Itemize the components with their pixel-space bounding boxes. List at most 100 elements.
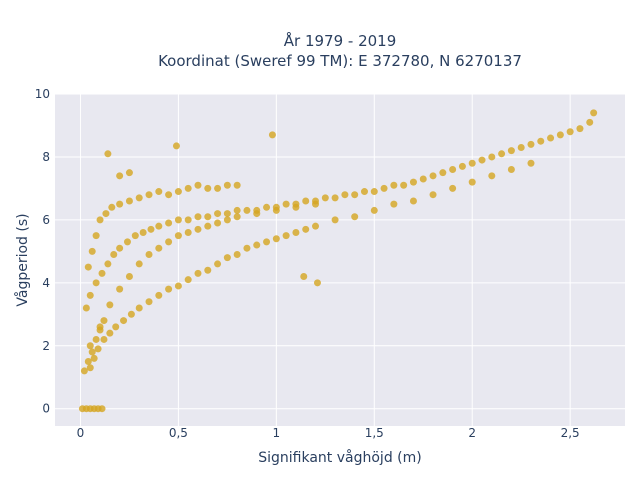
data-point <box>390 181 398 189</box>
data-point <box>112 323 120 331</box>
data-point <box>116 285 124 293</box>
data-point <box>174 232 182 240</box>
data-point <box>507 147 515 155</box>
data-point <box>82 304 90 312</box>
data-point <box>88 348 96 356</box>
data-point <box>233 206 241 214</box>
y-tick-label: 4 <box>42 276 50 290</box>
data-point <box>184 276 192 284</box>
data-point <box>165 238 173 246</box>
data-point <box>233 213 241 221</box>
data-point <box>409 197 417 205</box>
data-point <box>351 191 359 199</box>
data-point <box>145 191 153 199</box>
data-point <box>547 134 555 142</box>
data-point <box>263 238 271 246</box>
data-points <box>78 109 598 413</box>
data-point <box>586 118 594 126</box>
data-point <box>194 269 202 277</box>
data-point <box>439 169 447 177</box>
data-point <box>84 357 92 365</box>
x-tick-label: 1,5 <box>365 426 384 440</box>
data-point <box>282 232 290 240</box>
data-point <box>468 159 476 167</box>
data-point <box>488 172 496 180</box>
data-point <box>98 405 106 413</box>
data-point <box>204 266 212 274</box>
data-point <box>84 263 92 271</box>
data-point <box>145 298 153 306</box>
x-tick-label: 1 <box>273 426 281 440</box>
data-point <box>253 241 261 249</box>
data-point <box>110 250 118 258</box>
data-point <box>174 282 182 290</box>
data-point <box>390 200 398 208</box>
data-point <box>165 191 173 199</box>
data-point <box>96 323 104 331</box>
data-point <box>184 228 192 236</box>
x-axis-title: Signifikant våghöjd (m) <box>258 449 421 466</box>
data-point <box>96 216 104 224</box>
data-point <box>147 225 155 233</box>
data-point <box>527 159 535 167</box>
data-point <box>351 213 359 221</box>
data-point <box>517 143 525 151</box>
data-point <box>313 279 321 287</box>
data-point <box>341 191 349 199</box>
data-point <box>429 172 437 180</box>
data-point <box>80 367 88 375</box>
data-point <box>302 225 310 233</box>
y-axis-ticks: 0 2 4 6 8 10 <box>35 87 50 416</box>
data-point <box>100 317 108 325</box>
data-point <box>380 184 388 192</box>
data-point <box>302 197 310 205</box>
data-point <box>106 329 114 337</box>
data-point <box>233 250 241 258</box>
data-point <box>92 232 100 240</box>
y-tick-label: 2 <box>42 339 50 353</box>
y-tick-label: 10 <box>35 87 50 101</box>
data-point <box>127 310 135 318</box>
data-point <box>174 188 182 196</box>
data-point <box>331 216 339 224</box>
data-point <box>184 184 192 192</box>
data-point <box>139 228 147 236</box>
data-point <box>172 142 180 150</box>
x-tick-label: 0 <box>77 426 85 440</box>
data-point <box>243 206 251 214</box>
data-point <box>556 131 564 139</box>
data-point <box>86 364 94 372</box>
data-point <box>292 228 300 236</box>
data-point <box>214 260 222 268</box>
data-point <box>312 222 320 230</box>
data-point <box>108 203 116 211</box>
data-point <box>360 188 368 196</box>
data-point <box>223 216 231 224</box>
data-point <box>135 304 143 312</box>
data-point <box>135 194 143 202</box>
data-point <box>155 291 163 299</box>
data-point <box>174 216 182 224</box>
y-tick-label: 0 <box>42 402 50 416</box>
data-point <box>92 335 100 343</box>
data-point <box>90 354 98 362</box>
data-point <box>282 200 290 208</box>
data-point <box>165 219 173 227</box>
data-point <box>86 291 94 299</box>
data-point <box>94 345 102 353</box>
data-point <box>468 178 476 186</box>
data-point <box>449 166 457 174</box>
data-point <box>184 216 192 224</box>
data-point <box>155 222 163 230</box>
data-point <box>370 188 378 196</box>
data-point <box>223 254 231 262</box>
data-point <box>458 162 466 170</box>
data-point <box>145 250 153 258</box>
data-point <box>488 153 496 161</box>
x-tick-label: 0,5 <box>169 426 188 440</box>
data-point <box>419 175 427 183</box>
data-point <box>86 342 94 350</box>
x-tick-label: 2,5 <box>561 426 580 440</box>
data-point <box>204 184 212 192</box>
